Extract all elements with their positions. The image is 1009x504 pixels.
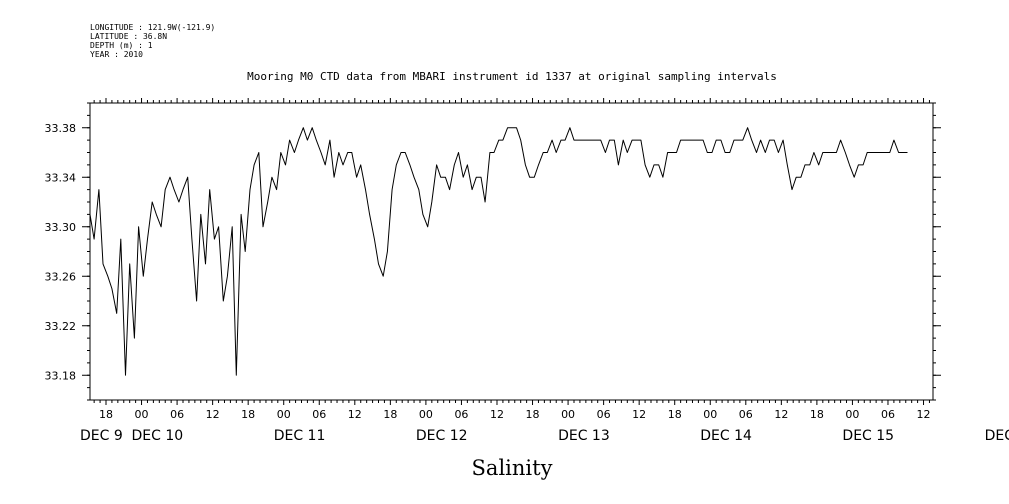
minor-ticks xyxy=(87,98,936,405)
depth-label: DEPTH (m) : 1 xyxy=(90,41,153,50)
x-day-label: DEC 10 xyxy=(132,428,184,444)
x-hour-label: 18 xyxy=(810,408,824,421)
y-tick-label: 33.34 xyxy=(45,171,77,184)
x-hour-label: 12 xyxy=(348,408,362,421)
x-day-label: DEC 13 xyxy=(558,428,610,444)
x-hour-label: 00 xyxy=(845,408,859,421)
x-hour-label: 00 xyxy=(419,408,433,421)
x-hour-label: 12 xyxy=(917,408,931,421)
salinity-series-line xyxy=(89,127,908,376)
x-day-label: DEC 14 xyxy=(700,428,752,444)
x-hour-label: 12 xyxy=(206,408,220,421)
year-label: YEAR : 2010 xyxy=(90,50,143,59)
x-hour-label: 18 xyxy=(99,408,113,421)
series-group xyxy=(89,127,908,376)
metadata-block: LONGITUDE : 121.9W(-121.9) LATITUDE : 36… xyxy=(90,23,215,59)
longitude-label: LONGITUDE : 121.9W(-121.9) xyxy=(90,23,215,32)
x-hour-label: 06 xyxy=(739,408,753,421)
x-hour-label: 06 xyxy=(881,408,895,421)
y-tick-label: 33.26 xyxy=(45,270,77,283)
x-hour-label: 06 xyxy=(454,408,468,421)
x-day-label: DEC 9 xyxy=(80,428,123,444)
x-hour-label: 18 xyxy=(383,408,397,421)
x-day-label: DEC 15 xyxy=(842,428,894,444)
y-tick-label: 33.18 xyxy=(45,369,77,382)
latitude-label: LATITUDE : 36.8N xyxy=(90,32,167,41)
x-hour-label: 12 xyxy=(490,408,504,421)
y-tick-label: 33.30 xyxy=(45,221,77,234)
x-hour-label: 18 xyxy=(526,408,540,421)
y-tick-label: 33.38 xyxy=(45,122,77,135)
x-hour-label: 06 xyxy=(170,408,184,421)
x-hour-label: 06 xyxy=(312,408,326,421)
x-day-label: DEC 11 xyxy=(274,428,326,444)
x-hour-label: 00 xyxy=(703,408,717,421)
x-hour-label: 06 xyxy=(597,408,611,421)
x-hour-label: 12 xyxy=(774,408,788,421)
plot-frame xyxy=(89,102,934,401)
x-day-label: DEC 16 xyxy=(985,428,1009,444)
x-day-label: DEC 12 xyxy=(416,428,468,444)
x-axis: 18 00 06 12 18 00 06 12 18 00 06 12 18 00 06 12 18 00 06 12… xyxy=(80,408,1009,444)
x-hour-label: 18 xyxy=(241,408,255,421)
x-hour-label: 18 xyxy=(668,408,682,421)
x-hour-label: 00 xyxy=(135,408,149,421)
chart-title: Mooring M0 CTD data from MBARI instrumen… xyxy=(247,70,777,83)
y-tick-label: 33.22 xyxy=(45,320,77,333)
x-hour-label: 00 xyxy=(277,408,291,421)
x-hour-label: 12 xyxy=(632,408,646,421)
x-axis-label: Salinity xyxy=(472,456,553,480)
x-hour-label: 00 xyxy=(561,408,575,421)
y-axis: 33.38 33.34 33.30 33.26 33.22 33.18 xyxy=(45,122,941,382)
